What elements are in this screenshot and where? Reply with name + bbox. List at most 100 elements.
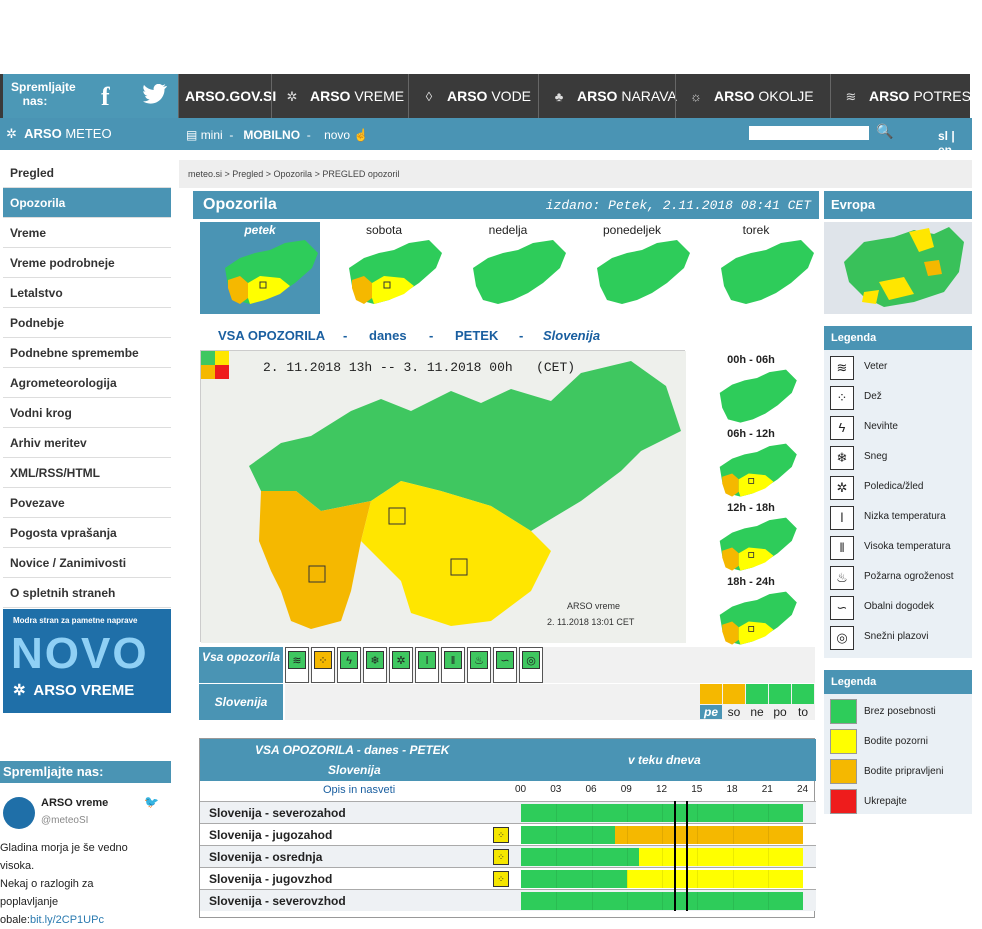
legend-color-swatch — [830, 699, 857, 724]
sne-ni-plazovi-icon: ◎ — [830, 626, 854, 650]
sidebar-item-letalstvo[interactable]: Letalstvo — [3, 278, 171, 308]
hour-label: 06 — [585, 784, 597, 795]
day-level-cell[interactable] — [723, 684, 745, 704]
de--icon: ⁘ — [830, 386, 854, 410]
rain-icon[interactable]: ⁘ — [493, 871, 509, 887]
sidebar-item-podnebne-spremembe[interactable]: Podnebne spremembe — [3, 338, 171, 368]
hour-label: 24 — [797, 784, 809, 795]
tweet-author[interactable]: ARSO vreme — [41, 797, 109, 809]
slot-map — [719, 443, 797, 497]
social-header: Spremljajte nas: — [0, 761, 171, 783]
day-tab-petek[interactable]: petek — [200, 222, 320, 314]
nav-narava[interactable]: ♣ ARSO NARAVA — [538, 74, 677, 118]
vsa-opozorila-label: Vsa opozorila — [199, 647, 283, 683]
avalanche-icon[interactable]: ◎ — [519, 647, 543, 683]
nav-okolje[interactable]: ☼ ARSO OKOLJE — [675, 74, 830, 118]
sidebar-item-novice-zanimivosti[interactable]: Novice / Zanimivosti — [3, 548, 171, 578]
day-level-cell[interactable] — [746, 684, 768, 704]
hour-gridline — [697, 804, 699, 822]
nav-vode[interactable]: ◊ ARSO VODE — [408, 74, 538, 118]
low-temp-icon[interactable]: ǀ — [415, 647, 439, 683]
sidebar-item-vreme[interactable]: Vreme — [3, 218, 171, 248]
sidebar-item-o-spletnih-straneh[interactable]: O spletnih straneh — [3, 578, 171, 608]
hour-gridline — [591, 892, 593, 910]
facebook-icon[interactable]: f — [101, 82, 110, 111]
day-map — [721, 240, 814, 304]
search-icon[interactable]: 🔍 — [876, 123, 894, 139]
slovenija-day-levels: pe so ne po to — [700, 684, 816, 720]
day-tab-sobota[interactable]: sobota — [324, 222, 444, 314]
nizka-temperatura-icon: ǀ — [830, 506, 854, 530]
time-slot-map[interactable]: 06h - 12h — [688, 426, 814, 499]
map-time-range: 2. 11.2018 13h -- 3. 11.2018 00h (CET) — [263, 360, 576, 375]
sidebar-item-agrometeorologija[interactable]: Agrometeorologija — [3, 368, 171, 398]
avatar[interactable] — [3, 797, 35, 829]
ice-icon[interactable]: ✲ — [389, 647, 413, 683]
fire-icon[interactable]: ♨ — [467, 647, 491, 683]
nav-icon: ≋ — [845, 89, 857, 104]
mobilno-link[interactable]: MOBILNO — [243, 128, 301, 142]
sun-icon: ✲ — [6, 126, 17, 141]
day-tab-torek[interactable]: torek — [696, 222, 816, 314]
europe-header: Evropa — [824, 191, 972, 219]
sidebar-item-povezave[interactable]: Povezave — [3, 488, 171, 518]
novo-link[interactable]: novo — [324, 128, 351, 142]
time-slot-map[interactable]: 12h - 18h — [688, 500, 814, 573]
day-level-cell[interactable] — [700, 684, 722, 704]
hour-gridline — [556, 826, 558, 844]
day-tab-ponedeljek[interactable]: ponedeljek — [572, 222, 692, 314]
hour-gridline — [556, 892, 558, 910]
europe-warning-map[interactable] — [824, 222, 972, 314]
day-tab-nedelja[interactable]: nedelja — [448, 222, 568, 314]
sidebar-item-pogosta-vpra-anja[interactable]: Pogosta vprašanja — [3, 518, 171, 548]
hour-gridline — [697, 848, 699, 866]
coast-icon[interactable]: ∽ — [493, 647, 517, 683]
sidebar-item-opozorila[interactable]: Opozorila — [3, 188, 171, 218]
twitter-icon[interactable] — [143, 84, 167, 104]
snow-icon[interactable]: ❄ — [363, 647, 387, 683]
hour-gridline — [626, 892, 628, 910]
rain-icon[interactable]: ⁘ — [493, 849, 509, 865]
slovenia-warning-map[interactable]: 2. 11.2018 13h -- 3. 11.2018 00h (CET) A… — [200, 350, 686, 643]
hour-gridline — [626, 848, 628, 866]
slot-map — [719, 517, 797, 571]
tweet-link[interactable]: bit.ly/2CP1UPc — [29, 914, 104, 926]
map-credit: ARSO vreme — [567, 601, 621, 611]
level-segment-green — [521, 826, 615, 844]
sidebar-item-podnebje[interactable]: Podnebje — [3, 308, 171, 338]
day-level-label: to — [797, 705, 808, 719]
sidebar-item-vreme-podrobneje[interactable]: Vreme podrobneje — [3, 248, 171, 278]
sidebar-item-pregled[interactable]: Pregled — [3, 158, 171, 188]
mini-link[interactable]: mini — [200, 128, 223, 142]
promo-tagline: Modra stran za pametne naprave — [13, 616, 138, 625]
sidebar-item-vodni-krog[interactable]: Vodni krog — [3, 398, 171, 428]
nav-vreme[interactable]: ✲ ARSO VREME — [271, 74, 408, 118]
day-level-cell[interactable] — [792, 684, 814, 704]
search-input[interactable] — [749, 126, 869, 140]
rain-icon[interactable]: ⁘ — [493, 827, 509, 843]
breadcrumb[interactable]: meteo.si > Pregled > Opozorila > PREGLED… — [179, 160, 972, 188]
novo-promo-banner[interactable]: Modra stran za pametne naprave NOVO ✲ AR… — [3, 609, 171, 713]
description-link[interactable]: Opis in nasveti — [323, 784, 396, 796]
language-switch[interactable]: sl | en — [938, 129, 955, 157]
table-title: VSA OPOZORILA - danes - PETEK — [255, 743, 450, 757]
day-level-label: ne — [750, 705, 764, 719]
region-name: Slovenija - osrednja — [209, 850, 323, 864]
sidebar-item-xml-rss-html[interactable]: XML/RSS/HTML — [3, 458, 171, 488]
sidebar-item-arhiv-meritev[interactable]: Arhiv meritev — [3, 428, 171, 458]
legend-color-swatch — [830, 759, 857, 784]
day-map — [225, 240, 318, 304]
site-sub-bar: ✲ ARSO METEO ▤ mini - MOBILNO - novo ☝ 🔍… — [0, 118, 972, 157]
wind-icon[interactable]: ≋ — [285, 647, 309, 683]
thunder-icon[interactable]: ϟ — [337, 647, 361, 683]
time-slot-map[interactable]: 00h - 06h — [688, 352, 814, 425]
arso-meteo-logo[interactable]: ✲ ARSO METEO — [6, 126, 112, 141]
high-temp-icon[interactable]: ǁ — [441, 647, 465, 683]
time-slot-map[interactable]: 18h - 24h — [688, 574, 814, 647]
rain-icon[interactable]: ⁘ — [311, 647, 335, 683]
day-level-cell[interactable] — [769, 684, 791, 704]
nav-potresi[interactable]: ≋ ARSO POTRESI — [830, 74, 975, 118]
nav-arso-gov-si[interactable]: ARSO.GOV.SI — [178, 74, 276, 118]
table-row: Slovenija - osrednja ⁘ — [200, 845, 816, 867]
hour-label: 21 — [761, 784, 773, 795]
